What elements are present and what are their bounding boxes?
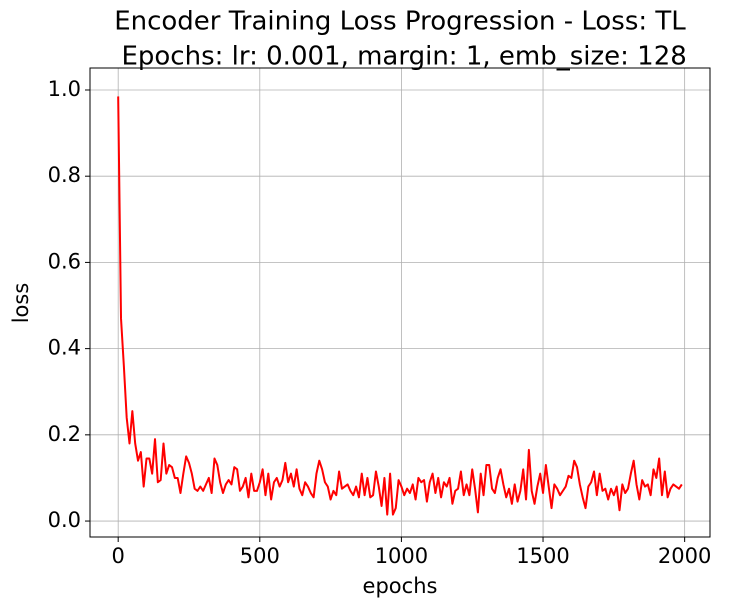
x-tick-label: 0: [111, 544, 124, 568]
chart-subtitle: Epochs: lr: 0.001, margin: 1, emb_size: …: [113, 42, 687, 72]
loss-line: [117, 96, 683, 516]
y-tick-label: 0.8: [48, 163, 81, 187]
y-axis-label: loss: [9, 283, 33, 324]
y-tick-label: 0.4: [48, 336, 81, 360]
y-tick-label: 0.2: [48, 422, 81, 446]
y-tick-label: 1.0: [48, 77, 81, 101]
chart-title: Encoder Training Loss Progression - Loss…: [114, 7, 686, 37]
plot-frame: [89, 67, 711, 538]
x-tick-label: 2000: [658, 544, 711, 568]
x-tick-label: 1000: [375, 544, 428, 568]
x-tick-label: 1500: [516, 544, 569, 568]
y-tick-label: 0.6: [48, 249, 81, 273]
x-tick-label: 500: [240, 544, 280, 568]
y-tick-label: 0.0: [48, 508, 81, 532]
x-axis-label: epochs: [363, 574, 438, 598]
